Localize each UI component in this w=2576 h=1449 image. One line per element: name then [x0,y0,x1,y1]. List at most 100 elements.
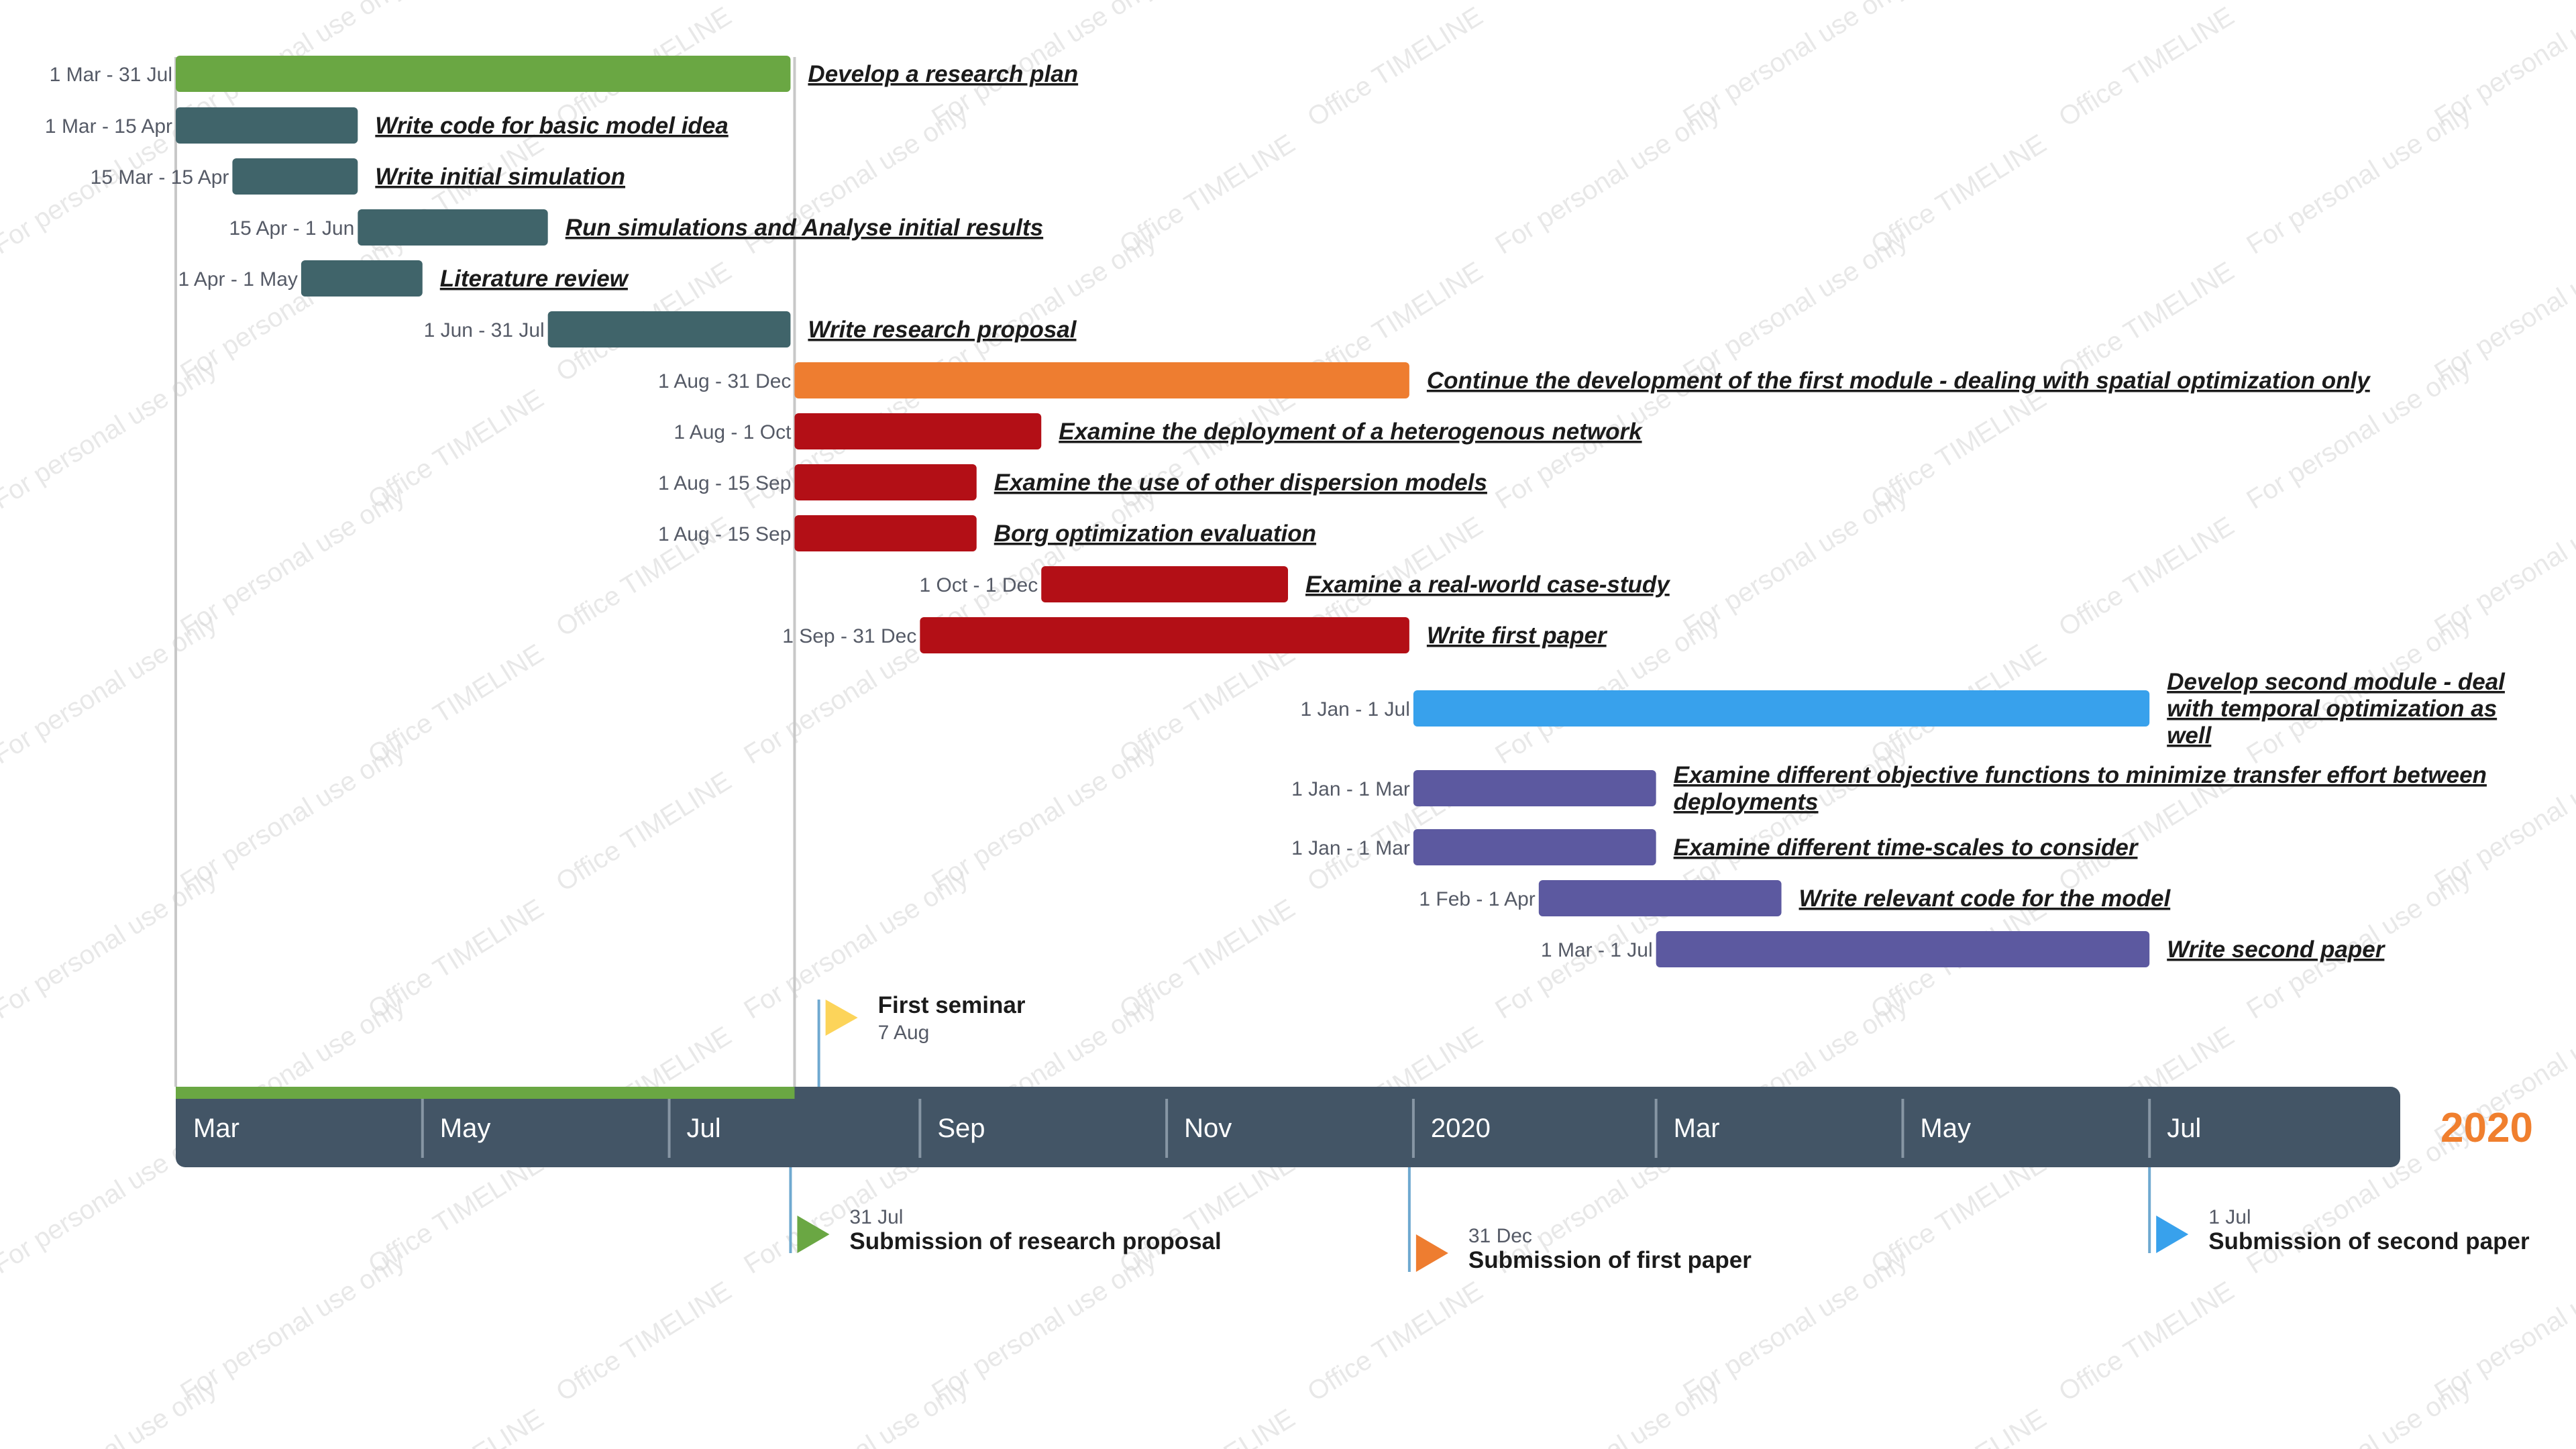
task-bar [301,260,423,297]
task-date-label: 1 Feb - 1 Apr [1419,888,1535,910]
task-rows: 1 Mar - 31 Jul Develop a research plan 1 M… [45,56,2506,967]
task-name-label: Run simulations and Analyse initial resu… [566,215,1043,241]
watermark-text: For personal use only [739,0,973,5]
task-name-label: deployments [1674,789,1819,815]
milestone-title: Submission of first paper [1468,1247,1752,1273]
task-date-label: 1 Apr - 1 May [178,268,297,290]
watermark-text: Office TIMELINE [551,1276,737,1407]
task-date-label: 1 Aug - 31 Dec [658,370,791,392]
watermark-text: Office TIMELINE [2053,1,2239,133]
timeline-axis: Mar May Jul Sep Nov 2020 Mar May Jul 2020 [176,1087,2533,1167]
milestone-date: 31 Jul [849,1206,903,1228]
milestone-date: 31 Dec [1468,1225,1532,1247]
task-bar [794,362,1409,398]
task-name-label: Continue the development of the first mo… [1427,368,2371,394]
task-name-label: Write second paper [2167,936,2386,963]
task-name-label: Write code for basic model idea [375,113,728,139]
task-bar [1413,829,1656,865]
watermark-text: Office TIMELINE [2053,1276,2239,1407]
milestone-date: 1 Jul [2208,1206,2251,1228]
task-date-label: 1 Jan - 1 Jul [1300,698,1409,720]
task-date-label: 1 Mar - 31 Jul [50,64,172,86]
watermark-text: Office TIMELINE [1302,1276,1488,1407]
watermark-text: For personal use only [2241,98,2476,260]
task-name-label: Develop a research plan [808,61,1078,87]
watermark-text: Office TIMELINE [1866,1403,2051,1449]
milestone-flag [2156,1216,2189,1253]
task-name-label: Write initial simulation [375,164,625,190]
watermark-text: For personal use only [0,863,222,1024]
task-bar [176,107,358,144]
milestone-title: First seminar [878,992,1026,1018]
task-bar [358,209,548,246]
task-date-label: 1 Jan - 1 Mar [1291,837,1410,859]
axis-tick-label: Nov [1184,1114,1232,1143]
milestone-flag [797,1216,830,1253]
task-bar [232,158,358,195]
watermark-text: Office TIMELINE [551,766,737,898]
task-name-label: with temporal optimization as [2167,696,2497,722]
watermark-text: For personal use only [0,1373,222,1449]
watermark-text: Office TIMELINE [1114,1403,1300,1449]
year-label: 2020 [2440,1105,2533,1151]
task-name-label: Examine different objective functions to… [1674,762,2487,788]
task-bar [794,515,977,551]
axis-tick-label: 2020 [1431,1114,1491,1143]
task-name-label: well [2167,722,2212,749]
progress-strip [176,1087,795,1099]
task-date-label: 1 Sep - 31 Dec [782,625,916,647]
watermark-text: For personal use only [1490,98,1725,260]
milestone-title: Submission of research proposal [849,1228,1221,1254]
task-name-label: Examine the use of other dispersion mode… [994,470,1487,496]
watermark-text: For personal use only [2241,0,2476,5]
task-bar [176,56,791,92]
task-date-label: 1 Aug - 15 Sep [658,472,792,494]
milestone-date: 7 Aug [878,1022,930,1044]
watermark-text: Office TIMELINE [1302,1,1488,133]
task-bar [794,464,977,500]
task-name-label: Borg optimization evaluation [994,521,1316,547]
task-date-label: 1 Aug - 1 Oct [674,421,792,443]
task-date-label: 1 Jun - 31 Jul [424,319,545,341]
axis-band [176,1087,2400,1167]
task-bar [1413,690,2150,727]
task-name-label: Write relevant code for the model [1799,885,2171,912]
task-date-label: 1 Mar - 15 Apr [45,115,172,138]
task-name-label: Write first paper [1427,623,1608,649]
milestone-flag [1415,1234,1448,1272]
task-bar [920,617,1409,653]
task-date-label: 1 Oct - 1 Dec [920,574,1038,596]
watermark-text: For personal use only [0,0,222,5]
task-name-label: Write research proposal [808,317,1077,343]
watermark-text: For personal use only [1490,0,1725,5]
watermark-text: Office TIMELINE [363,1403,549,1449]
milestone-flag [825,1000,858,1036]
task-name-label: Examine different time-scales to conside… [1674,835,2139,861]
task-name-label: Examine a real-world case-study [1305,572,1670,598]
task-bar [1538,880,1782,916]
axis-tick-label: Sep [937,1114,985,1143]
task-bar [547,311,791,347]
watermark-text: For personal use only [0,353,222,515]
task-name-label: Develop second module - deal [2167,669,2506,695]
task-date-label: 15 Apr - 1 Jun [229,217,355,239]
axis-tick-label: May [1920,1114,1971,1143]
task-bar [794,413,1042,449]
watermark-text: Office TIMELINE [2053,511,2239,643]
task-bar [1413,770,1656,806]
milestone-title: Submission of second paper [2208,1228,2530,1254]
watermark-text: For personal use only [0,608,222,769]
axis-tick-label: Mar [1674,1114,1720,1143]
axis-tick-label: Jul [2167,1114,2201,1143]
axis-tick-label: Jul [687,1114,721,1143]
task-bar [1656,931,2150,967]
task-date-label: 1 Mar - 1 Jul [1541,939,1653,961]
task-bar [1041,566,1288,602]
task-date-label: 15 Mar - 15 Apr [91,166,229,189]
guide-lines [174,57,796,1087]
task-date-label: 1 Jan - 1 Mar [1291,778,1410,800]
task-name-label: Literature review [440,266,630,292]
axis-tick-label: Mar [193,1114,239,1143]
